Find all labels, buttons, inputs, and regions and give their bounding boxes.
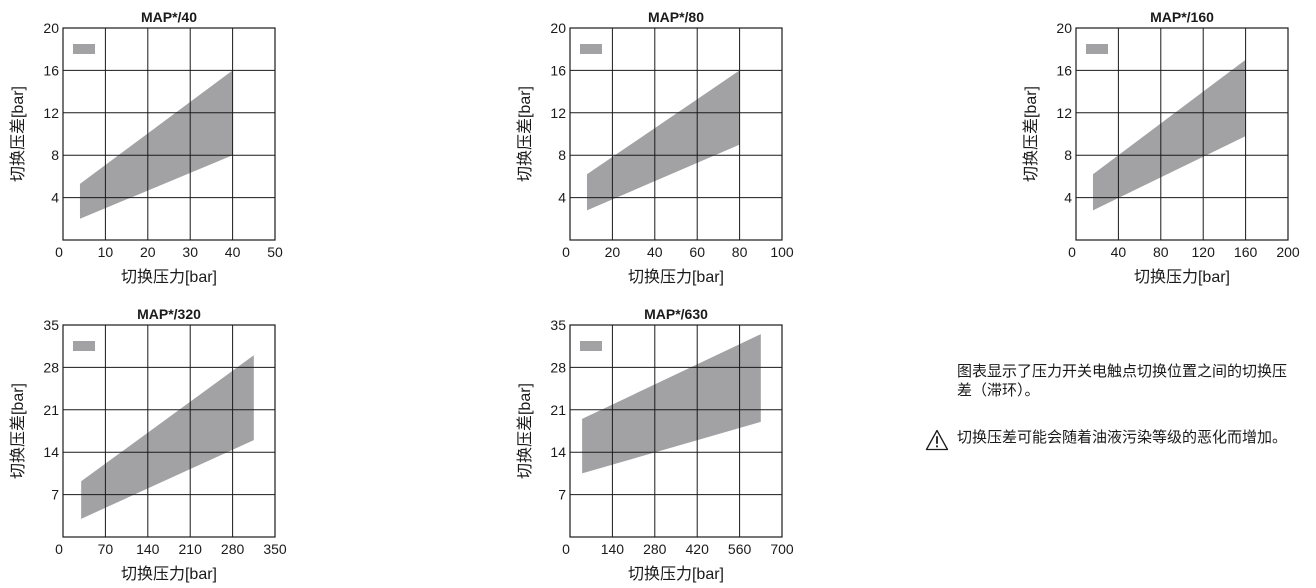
- x-tick-label: 70: [98, 541, 114, 557]
- x-tick-label: 160: [1234, 244, 1258, 260]
- y-axis-label: 切换压差[bar]: [9, 383, 27, 479]
- chart-1: MAP*/40 4 8 12 16 20 0 10 20 30 40 50 切换压力[bar] 切换压差[…: [9, 9, 283, 286]
- chart-title: MAP*/320: [137, 306, 201, 322]
- y-tick-label: 12: [550, 105, 566, 121]
- y-tick-label: 7: [558, 487, 566, 503]
- x-tick-label: 30: [182, 244, 198, 260]
- y-axis-label: 切换压差[bar]: [516, 383, 534, 479]
- plot-frame: [569, 27, 783, 241]
- hysteresis-band: [586, 70, 740, 211]
- y-tick-label: 8: [1064, 147, 1072, 163]
- x-axis-label: 切换压力[bar]: [121, 268, 217, 286]
- y-axis-label: 切换压差[bar]: [9, 86, 27, 182]
- hysteresis-band: [79, 70, 233, 219]
- hysteresis-band: [582, 334, 761, 474]
- y-tick-label: 21: [43, 402, 59, 418]
- x-tick-label: 0: [55, 244, 63, 260]
- x-tick-label: 60: [689, 244, 705, 260]
- y-tick-label: 16: [1056, 62, 1072, 78]
- y-tick-label: 21: [550, 402, 566, 418]
- x-tick-label: 560: [728, 541, 752, 557]
- y-tick-label: 14: [43, 444, 59, 460]
- y-axis-label: 切换压差[bar]: [516, 86, 534, 182]
- x-axis-label: 切换压力[bar]: [1134, 268, 1230, 286]
- description-text: 图表显示了压力开关电触点切换位置之间的切换压差（滞环）。: [957, 363, 1288, 399]
- x-tick-label: 280: [221, 541, 245, 557]
- y-tick-label: 16: [43, 62, 59, 78]
- y-tick-label: 8: [558, 147, 566, 163]
- x-tick-label: 20: [605, 244, 621, 260]
- legend-swatch: [1086, 44, 1108, 54]
- chart-title: MAP*/80: [648, 9, 704, 25]
- x-tick-label: 20: [140, 244, 156, 260]
- legend-swatch: [73, 341, 95, 351]
- x-tick-label: 100: [770, 244, 794, 260]
- x-tick-label: 120: [1192, 244, 1216, 260]
- x-tick-label: 350: [263, 541, 287, 557]
- x-axis-label: 切换压力[bar]: [628, 268, 724, 286]
- warning-text: 切换压差可能会随着油液污染等级的恶化而增加。: [957, 429, 1288, 446]
- warning-triangle-icon: [925, 429, 949, 451]
- y-axis-label: 切换压差[bar]: [1022, 86, 1040, 182]
- chart-2: MAP*/80 4 8 12 16 20 0 20 40 60 80 100 切换压力[bar] 切换压差…: [516, 9, 794, 286]
- plot-frame: [62, 324, 276, 538]
- legend-swatch: [73, 44, 95, 54]
- chart-title: MAP*/160: [1150, 9, 1214, 25]
- legend-swatch: [580, 44, 602, 54]
- x-tick-label: 0: [55, 541, 63, 557]
- y-tick-label: 28: [550, 359, 566, 375]
- y-tick-label: 20: [43, 20, 59, 36]
- x-tick-label: 210: [179, 541, 203, 557]
- y-tick-label: 28: [43, 359, 59, 375]
- y-tick-label: 4: [51, 190, 59, 206]
- hysteresis-band: [1092, 59, 1246, 211]
- x-tick-label: 50: [267, 244, 283, 260]
- x-tick-label: 0: [562, 244, 570, 260]
- legend-swatch: [580, 341, 602, 351]
- plot-frame: [1075, 27, 1289, 241]
- y-tick-label: 4: [558, 190, 566, 206]
- x-axis-label: 切换压力[bar]: [628, 565, 724, 583]
- x-tick-label: 40: [1111, 244, 1127, 260]
- y-tick-label: 35: [43, 317, 59, 333]
- x-tick-label: 80: [732, 244, 748, 260]
- x-tick-label: 140: [601, 541, 625, 557]
- hysteresis-band: [81, 355, 254, 519]
- x-tick-label: 200: [1276, 244, 1300, 260]
- x-tick-label: 0: [1068, 244, 1076, 260]
- y-tick-label: 7: [51, 487, 59, 503]
- x-tick-label: 0: [562, 541, 570, 557]
- plot-frame: [62, 27, 276, 241]
- x-tick-label: 40: [225, 244, 241, 260]
- y-tick-label: 12: [43, 105, 59, 121]
- x-tick-label: 40: [647, 244, 663, 260]
- plot-frame: [569, 324, 783, 538]
- x-tick-label: 80: [1153, 244, 1169, 260]
- x-tick-label: 140: [136, 541, 160, 557]
- y-tick-label: 20: [1056, 20, 1072, 36]
- chart-5: MAP*/630 7 14 21 28 35 0 140 280 420 560 700 切换压力[ba…: [516, 306, 794, 583]
- x-axis-label: 切换压力[bar]: [121, 565, 217, 583]
- y-tick-label: 35: [550, 317, 566, 333]
- chart-title: MAP*/40: [141, 9, 197, 25]
- x-tick-label: 700: [770, 541, 794, 557]
- y-tick-label: 16: [550, 62, 566, 78]
- x-tick-label: 420: [686, 541, 710, 557]
- x-tick-label: 280: [643, 541, 667, 557]
- y-tick-label: 20: [550, 20, 566, 36]
- chart-title: MAP*/630: [644, 306, 708, 322]
- x-tick-label: 10: [98, 244, 114, 260]
- y-tick-label: 8: [51, 147, 59, 163]
- y-tick-label: 14: [550, 444, 566, 460]
- y-tick-label: 4: [1064, 190, 1072, 206]
- y-tick-label: 12: [1056, 105, 1072, 121]
